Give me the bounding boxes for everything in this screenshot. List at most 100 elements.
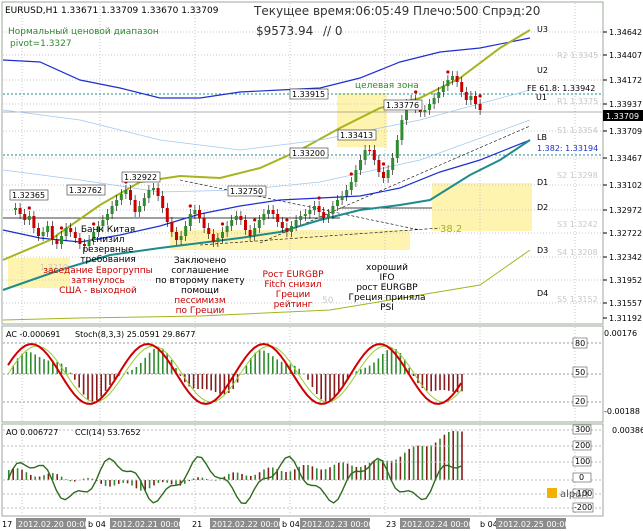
price-tick-label: 1.32972 [609,206,642,215]
candle-body [336,200,339,206]
ac-bar [206,374,208,390]
level-r1: R1 1.3375 [557,97,598,106]
ao-bar [74,480,76,482]
cci-levels: 300 200 100 0 -100 -200 [572,424,594,513]
candle-body [455,76,459,82]
ac-bar [250,358,252,374]
candle-body [405,104,408,120]
ac-bar [144,357,146,374]
ac-bar [443,374,446,391]
annotation-agreement-2: соглашение [171,266,229,276]
main-chart-frame[interactable] [1,1,604,325]
time-axis[interactable]: 17 2012.02.20 00:00b 04 2012.02.21 00:00 21… [2,518,569,529]
ao-bar [206,479,208,480]
ac-bar [219,374,221,394]
lower-band-olive [2,249,531,321]
ao-bar [417,445,419,480]
ac-bar [135,367,138,374]
ao-bar [399,456,402,480]
ao-bar [47,473,50,480]
ac-level-20: 20 [575,397,585,406]
ao-bar [192,478,195,480]
candle-body [271,210,275,214]
candle-body [276,214,280,222]
candle-body [267,210,270,214]
candle-body [55,240,59,244]
candle-body [27,216,31,220]
candle-body [239,216,243,220]
candle-body [216,238,220,242]
ac-bar [311,374,314,388]
candle-body [446,80,450,86]
ac-bar [175,368,177,374]
ac-bar [245,365,248,374]
candle-body [225,226,229,232]
cci-minus-100: -100 [574,489,592,498]
price-label-4: 1.33200 [292,149,325,158]
ao-bar [166,480,168,483]
ao-bar [280,471,283,480]
annotation-china-2: снизил [91,235,124,245]
target-zone-label: целевая зона [355,81,419,91]
ac-panel-frame[interactable] [1,325,604,423]
symbol-line: EURUSD,H1 1.33671 1.33709 1.33670 1.3370… [5,6,219,16]
candle-body [119,194,123,200]
ao-bar [175,480,177,486]
ac-bar [448,374,450,391]
ac-bar [113,374,116,380]
ao-bar [390,460,393,480]
level-s4: S4 1.3208 [557,248,598,257]
candle-body [248,230,252,236]
ao-bar [421,445,424,480]
candle-body [101,220,105,226]
ac-bar [197,374,199,390]
candle-body [152,188,155,190]
ao-panel-frame[interactable] [1,423,604,517]
ao-bar [153,480,155,486]
current-price: 1.33709 [606,112,639,121]
ao-bar [104,480,107,487]
ac-bar [60,363,63,374]
candle-body [202,218,206,228]
ao-bar [448,432,450,480]
annotation-agreement-4: помощи [181,286,219,296]
ac-bar [166,353,168,374]
ac-bar [78,374,80,388]
annotation-ifo-5: PSI [380,303,394,313]
ao-bar [430,445,432,480]
price-label-5: 1.32922 [124,173,157,182]
candle-body [32,216,36,228]
ao-bar [122,480,124,483]
candle-body [400,120,404,140]
price-axis[interactable]: 1.34642 1.34407 1.34172 1.33937 1.33709 1.334… [603,28,642,323]
level-d2: D2 [537,203,548,212]
candle-body [41,232,45,236]
annotation-rating-3: Греции [276,290,311,300]
level-s1: S1 1.3354 [557,126,598,135]
candle-body [170,222,174,232]
candle-body [303,214,307,216]
price-label-2: 1.33776 [386,101,419,110]
fib-382: 38.2 [440,224,462,235]
price-label-3: 1.33413 [340,131,373,140]
candle-body [211,234,215,242]
candle-body [372,150,376,160]
ac-bar [276,359,278,374]
ac-bar [434,374,437,391]
svg-text:alpari: alpari [560,489,588,500]
ao-bar [408,448,410,480]
candle-body [313,206,316,210]
ao-bar [232,472,234,480]
time-tick-label: 2012.02.24 00:00 [402,520,473,529]
ao-bar [439,438,441,480]
upper-channel-blue [2,37,531,99]
price-label-7: 1.32750 [230,187,263,196]
ao-bar [395,459,397,480]
price-tick-label: 1.31557 [609,299,642,308]
ao-bar [241,473,243,480]
ac-bar [456,374,459,393]
candle-body [69,228,73,232]
fractal-marker [285,218,289,222]
ao-bar [307,464,309,480]
annotation-agreement-5: пессимизм [174,296,225,306]
